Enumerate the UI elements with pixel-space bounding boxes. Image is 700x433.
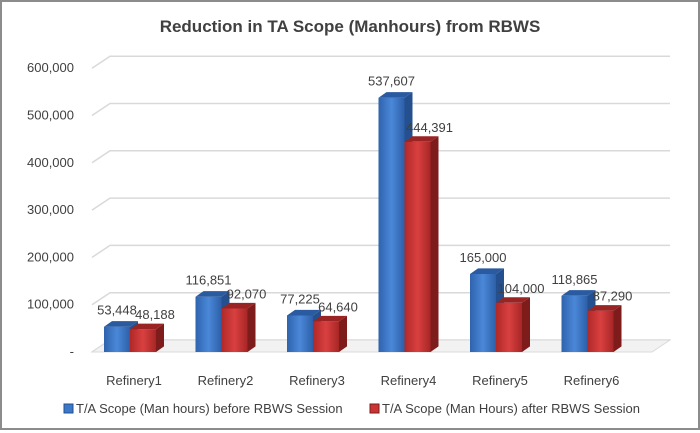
x-tick-label: Refinery4 <box>381 373 437 388</box>
data-label: 53,448 <box>97 303 137 318</box>
bar-front <box>587 310 614 352</box>
x-tick-label: Refinery5 <box>472 373 528 388</box>
x-tick-label: Refinery3 <box>289 373 345 388</box>
y-tick-label: 100,000 <box>27 297 74 312</box>
bar-side <box>247 302 256 352</box>
bar-top <box>496 297 530 303</box>
gridline <box>91 55 670 69</box>
bar-front <box>221 308 248 352</box>
bar-top <box>470 268 504 274</box>
bar-after-refinery3 <box>313 315 347 352</box>
y-tick-label: 300,000 <box>27 202 74 217</box>
data-label: 444,391 <box>406 120 453 135</box>
y-tick-label: 200,000 <box>27 249 74 264</box>
bar-front <box>496 302 522 352</box>
data-label: 118,865 <box>551 272 597 287</box>
bar-top <box>561 290 596 296</box>
gridline <box>91 244 670 259</box>
bar-top <box>313 315 347 322</box>
bar-after-refinery2 <box>221 302 256 352</box>
bar-top <box>221 302 256 309</box>
bar-front <box>378 97 405 353</box>
bar-after-refinery6 <box>587 305 622 352</box>
bar-side <box>156 323 164 352</box>
bar-top <box>378 92 413 98</box>
bar-front <box>561 295 588 352</box>
data-label: 87,290 <box>593 289 633 304</box>
bar-front <box>104 326 130 352</box>
x-tick-label: Refinery2 <box>198 373 254 388</box>
data-label: 165,000 <box>460 250 507 265</box>
bar-front <box>195 296 222 352</box>
bar-top <box>195 291 230 297</box>
legend-swatch <box>63 403 74 414</box>
y-tick-label: 400,000 <box>27 155 74 170</box>
data-label: 64,640 <box>318 299 358 314</box>
y-tick-label: 600,000 <box>27 60 74 75</box>
bar-side <box>430 136 439 352</box>
bar-front <box>287 315 313 352</box>
bar-front <box>313 321 339 352</box>
bar-chart: Reduction in TA Scope (Manhours) from RB… <box>27 17 672 416</box>
bar-side <box>339 315 347 352</box>
gridline <box>91 102 670 117</box>
bar-top <box>104 321 138 327</box>
legend-item-before: T/A Scope (Man hours) before RBWS Sessio… <box>63 401 343 416</box>
bar-after-refinery4 <box>404 136 439 352</box>
bar-front <box>130 329 156 352</box>
x-tick-label: Refinery6 <box>564 373 620 388</box>
bar-top <box>587 305 622 311</box>
bar-top <box>130 323 164 330</box>
bar-after-refinery5 <box>496 297 530 352</box>
data-label: 537,607 <box>368 74 415 89</box>
bar-front <box>470 273 496 352</box>
data-label: 92,070 <box>227 286 267 301</box>
legend-label: T/A Scope (Man Hours) after RBWS Session <box>382 401 640 416</box>
legend-item-after: T/A Scope (Man Hours) after RBWS Session <box>369 401 640 416</box>
bar-front <box>404 141 431 352</box>
bar-top <box>404 136 439 142</box>
data-label: 104,000 <box>498 281 545 296</box>
gridline <box>91 197 670 211</box>
bar-side <box>613 305 622 352</box>
bar-top <box>287 309 321 316</box>
legend-swatch <box>369 403 380 414</box>
y-tick-label: 500,000 <box>27 108 74 123</box>
bar-after-refinery1 <box>130 323 164 352</box>
legend-label: T/A Scope (Man hours) before RBWS Sessio… <box>76 401 343 416</box>
x-tick-label: Refinery1 <box>106 373 162 388</box>
data-label: 48,188 <box>135 307 175 322</box>
y-tick-label: - <box>70 344 74 359</box>
bar-side <box>522 297 530 352</box>
chart-title: Reduction in TA Scope (Manhours) from RB… <box>160 17 541 36</box>
gridline <box>91 150 670 164</box>
data-label: 116,851 <box>185 273 231 288</box>
data-label: 77,225 <box>280 291 320 306</box>
